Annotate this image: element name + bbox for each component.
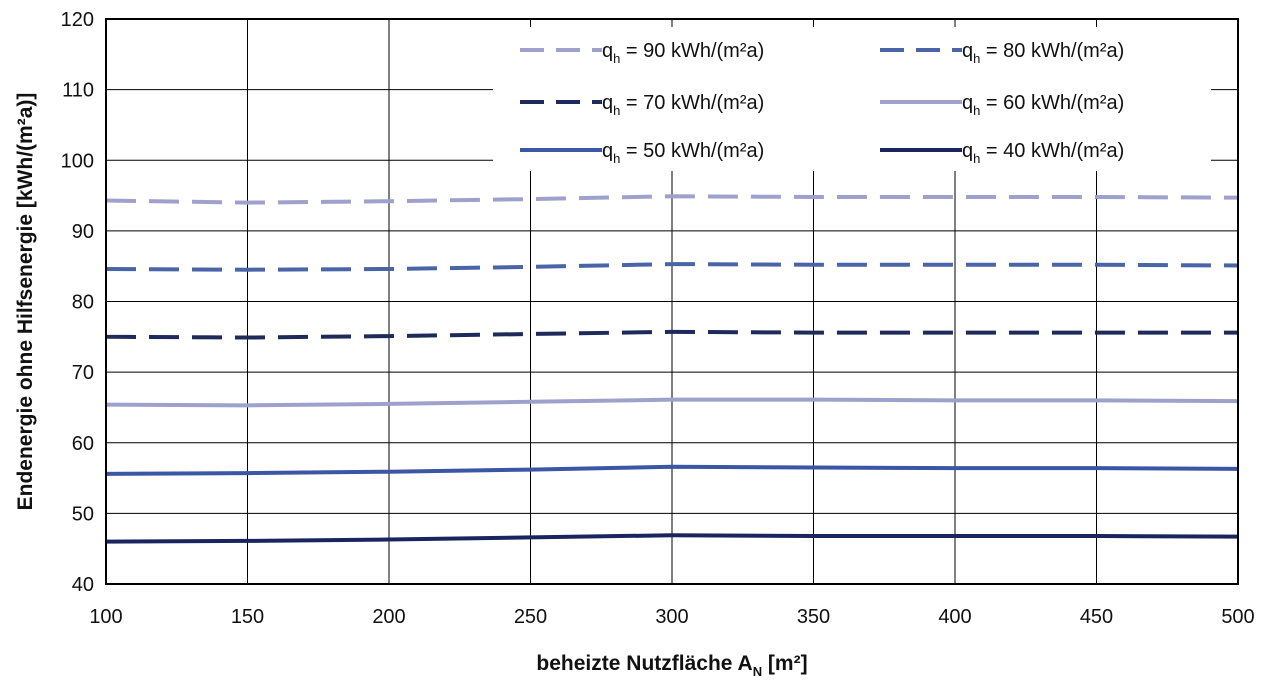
- legend-background: [493, 27, 1211, 171]
- x-tick-label: 500: [1221, 606, 1254, 628]
- legend-label-2: qh = 80 kWh/(m²a): [962, 40, 1124, 66]
- y-tick-labels: 40 50 60 70 80 90 100 110 120: [61, 9, 94, 596]
- y-tick-label: 60: [72, 433, 94, 455]
- y-tick-label: 70: [72, 362, 94, 384]
- y-tick-label: 100: [61, 150, 94, 172]
- x-tick-label: 250: [514, 606, 547, 628]
- y-axis-title: Endenergie ohne Hilfsenergie [kWh/(m²a)]: [14, 93, 37, 511]
- x-tick-label: 100: [89, 606, 122, 628]
- x-tick-label: 150: [231, 606, 264, 628]
- legend: qh = 90 kWh/(m²a) qh = 80 kWh/(m²a) qh = 7…: [493, 27, 1211, 171]
- x-tick-label: 450: [1080, 606, 1113, 628]
- x-tick-labels: 100 150 200 250 300 350 400 450 500: [89, 606, 1254, 628]
- x-tick-label: 350: [797, 606, 830, 628]
- legend-label-5: qh = 50 kWh/(m²a): [602, 140, 764, 166]
- legend-label-1: qh = 90 kWh/(m²a): [602, 40, 764, 66]
- legend-label-6: qh = 40 kWh/(m²a): [962, 140, 1124, 166]
- y-tick-label: 80: [72, 292, 94, 314]
- y-tick-label: 50: [72, 503, 94, 525]
- y-tick-label: 110: [62, 80, 94, 102]
- plot-area-border: [105, 18, 1239, 585]
- y-tick-label: 40: [72, 574, 94, 596]
- series-lines: [105, 194, 1239, 544]
- y-tick-label: 90: [72, 221, 94, 243]
- legend-label-4: qh = 60 kWh/(m²a): [962, 92, 1124, 118]
- plot-frame: [105, 18, 1239, 585]
- x-tick-label: 400: [938, 606, 971, 628]
- x-tick-label: 200: [372, 606, 405, 628]
- y-tick-label: 120: [61, 9, 94, 31]
- x-tick-label: 300: [655, 606, 688, 628]
- x-axis-title: beheizte Nutzfläche AN [m²]: [536, 652, 807, 679]
- legend-label-3: qh = 70 kWh/(m²a): [602, 92, 764, 118]
